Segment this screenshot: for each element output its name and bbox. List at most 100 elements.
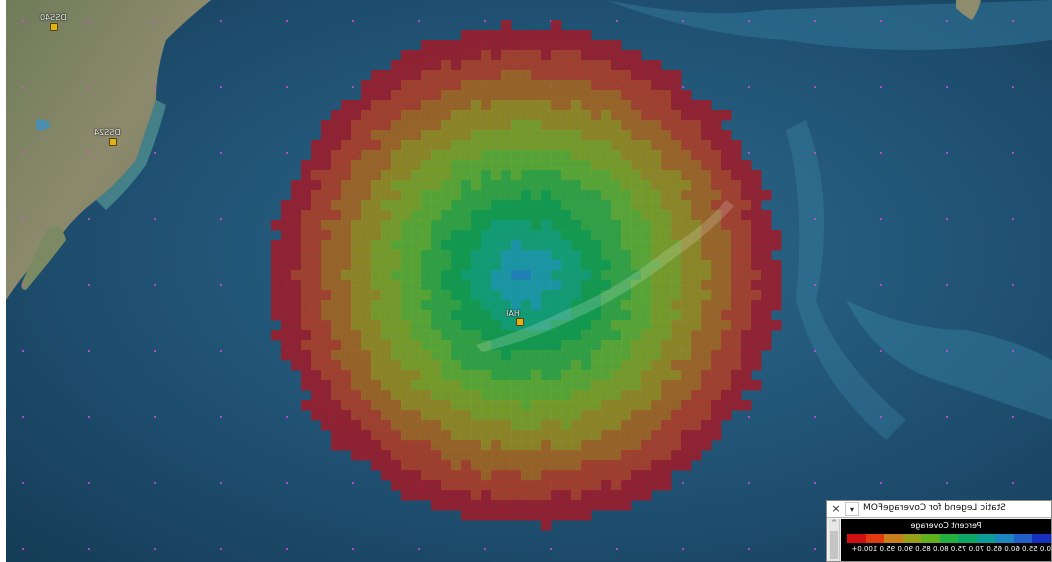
coverage-cell — [421, 220, 432, 231]
facility-icon-left[interactable] — [109, 138, 117, 146]
scrollbar-thumb[interactable] — [830, 531, 838, 559]
coverage-cell — [521, 70, 532, 81]
coverage-cell — [541, 280, 552, 291]
facility-icon-center[interactable] — [516, 318, 524, 326]
coverage-cell — [561, 190, 572, 201]
coverage-cell — [621, 270, 632, 281]
coverage-cell — [471, 100, 482, 111]
coverage-cell — [391, 70, 402, 81]
coverage-cell — [691, 260, 702, 271]
coverage-cell — [521, 230, 532, 241]
coverage-cell — [441, 190, 452, 201]
coverage-cell — [581, 220, 592, 231]
coverage-cell — [521, 120, 532, 131]
coverage-cell — [691, 280, 702, 291]
coverage-cell — [631, 290, 642, 301]
coverage-cell — [441, 130, 452, 141]
coverage-cell — [701, 170, 712, 181]
coverage-cell — [731, 170, 742, 181]
coverage-cell — [471, 190, 482, 201]
coverage-cell — [711, 260, 722, 271]
coverage-cell — [671, 120, 682, 131]
legend-panel[interactable]: × ▾ Static Legend for CoverageFOM ^ Perc… — [826, 500, 1052, 562]
coverage-cell — [511, 270, 522, 281]
coverage-cell — [681, 330, 692, 341]
coverage-cell — [471, 240, 482, 251]
coverage-cell — [601, 350, 612, 361]
coverage-cell — [711, 370, 722, 381]
coverage-cell — [641, 210, 652, 221]
coverage-cell — [751, 340, 762, 351]
grid-marker — [352, 86, 354, 88]
coverage-cell — [311, 160, 322, 171]
coverage-cell — [341, 320, 352, 331]
coverage-cell — [551, 390, 562, 401]
coverage-cell — [461, 380, 472, 391]
coverage-cell — [451, 300, 462, 311]
coverage-cell — [501, 390, 512, 401]
coverage-cell — [771, 240, 782, 251]
coverage-cell — [561, 50, 572, 61]
facility-icon-top-left[interactable] — [50, 23, 58, 31]
coverage-cell — [321, 280, 332, 291]
coverage-cell — [651, 360, 662, 371]
coverage-cell — [301, 360, 312, 371]
coverage-cell — [601, 240, 612, 251]
coverage-cell — [621, 400, 632, 411]
coverage-cell — [611, 490, 622, 501]
coverage-cell — [611, 400, 622, 411]
coverage-cell — [311, 290, 322, 301]
coverage-cell — [591, 410, 602, 421]
coverage-cell — [491, 270, 502, 281]
coverage-cell — [681, 260, 692, 271]
coverage-cell — [671, 310, 682, 321]
coverage-cell — [611, 340, 622, 351]
coverage-cell — [531, 200, 542, 211]
coverage-cell — [431, 370, 442, 381]
coverage-cell — [381, 380, 392, 391]
coverage-cell — [371, 430, 382, 441]
coverage-cell — [571, 170, 582, 181]
legend-titlebar[interactable]: × ▾ Static Legend for CoverageFOM — [827, 501, 1051, 518]
coverage-cell — [491, 250, 502, 261]
map-view[interactable]: DSS40 DSS24 HAI — [6, 0, 1052, 562]
coverage-cell — [381, 160, 392, 171]
grid-marker — [880, 284, 882, 286]
coverage-cell — [581, 250, 592, 261]
coverage-cell — [621, 500, 632, 511]
coverage-cell — [441, 330, 452, 341]
coverage-cell — [511, 450, 522, 461]
coverage-cell — [601, 430, 612, 441]
coverage-cell — [681, 240, 692, 251]
coverage-cell — [491, 490, 502, 501]
coverage-cell — [281, 300, 292, 311]
coverage-cell — [661, 290, 672, 301]
coverage-cell — [371, 460, 382, 471]
coverage-cell — [441, 390, 452, 401]
map-canvas[interactable] — [6, 0, 1052, 562]
coverage-cell — [641, 480, 652, 491]
coverage-cell — [571, 260, 582, 271]
coverage-cell — [411, 230, 422, 241]
coverage-cell — [641, 450, 652, 461]
coverage-cell — [311, 400, 322, 411]
coverage-cell — [601, 400, 612, 411]
coverage-cell — [321, 340, 332, 351]
coverage-cell — [551, 470, 562, 481]
coverage-cell — [371, 340, 382, 351]
legend-scrollbar[interactable]: ^ — [829, 519, 840, 561]
close-icon[interactable]: × — [831, 502, 841, 515]
coverage-cell — [381, 220, 392, 231]
chevron-down-icon[interactable]: ▾ — [845, 502, 859, 516]
coverage-cell — [741, 200, 752, 211]
coverage-cell — [311, 300, 322, 311]
coverage-cell — [351, 420, 362, 431]
coverage-cell — [721, 410, 732, 421]
coverage-cell — [291, 230, 302, 241]
coverage-cell — [641, 190, 652, 201]
coverage-cell — [381, 240, 392, 251]
coverage-cell — [671, 320, 682, 331]
chevron-up-icon[interactable]: ^ — [831, 519, 837, 527]
coverage-cell — [531, 490, 542, 501]
coverage-cell — [371, 260, 382, 271]
